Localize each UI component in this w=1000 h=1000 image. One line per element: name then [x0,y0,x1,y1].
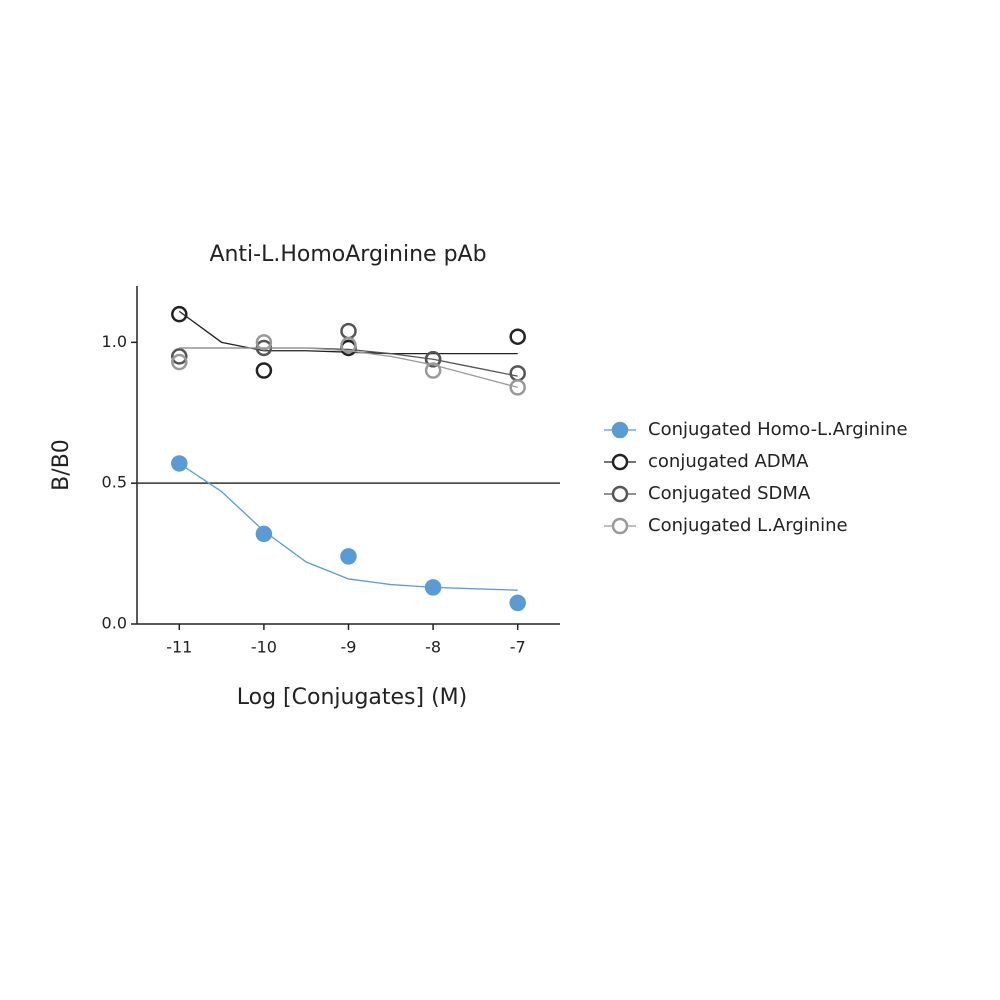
x-tick-label: -8 [425,638,441,657]
data-point [171,455,188,472]
data-point [255,362,273,379]
data-point [171,353,188,371]
data-point [340,322,357,340]
data-point [509,328,526,345]
data-point [255,334,273,351]
data-point [509,379,526,396]
data-point [424,362,442,379]
data-point [509,594,526,612]
data-point [424,350,442,368]
legend-marker [611,421,629,439]
y-tick-label: 0.5 [102,473,127,492]
x-axis-label: Log [Conjugates] (M) [237,685,467,710]
y-tick-label: 0.0 [102,614,127,633]
fit-curve [178,310,518,355]
data-point [255,525,273,543]
data-point [509,365,526,382]
legend-label: Conjugated SDMA [648,483,811,504]
x-tick-label: -7 [510,638,526,657]
chart-title: Anti-L.HomoArginine pAb [209,242,486,267]
x-tick-label: -9 [341,638,357,657]
legend-marker [611,485,629,503]
y-tick-label: 1.0 [102,332,127,351]
y-axis-label: B/B0 [49,439,74,491]
legend-marker [611,453,629,471]
legend-label: Conjugated Homo-L.Arginine [648,419,908,440]
fit-curve [179,347,518,389]
legend-label: conjugated ADMA [648,451,809,472]
legend-marker [611,517,629,535]
data-point [171,348,188,365]
data-point [424,579,442,596]
x-tick-label: -10 [251,638,277,657]
data-point [340,548,357,565]
legend-label: Conjugated L.Arginine [648,515,848,536]
x-tick-label: -11 [166,638,192,657]
data-point [171,305,188,323]
fit-curve [178,462,518,591]
data-point [340,336,357,354]
